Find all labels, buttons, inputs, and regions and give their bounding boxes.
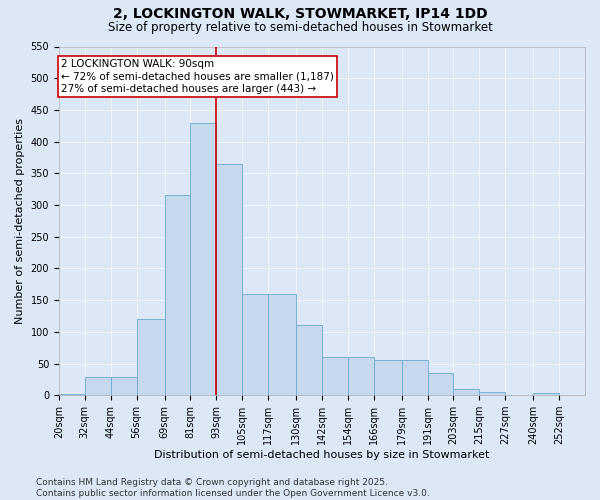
Bar [137, 319, 164, 395]
Bar [59, 394, 85, 395]
Bar [374, 360, 402, 395]
Text: 2, LOCKINGTON WALK, STOWMARKET, IP14 1DD: 2, LOCKINGTON WALK, STOWMARKET, IP14 1DD [113, 8, 487, 22]
Bar [533, 394, 559, 395]
Bar [322, 357, 348, 395]
Bar [85, 378, 110, 395]
Bar [479, 392, 505, 395]
Bar [164, 196, 190, 395]
Bar [348, 357, 374, 395]
Text: Size of property relative to semi-detached houses in Stowmarket: Size of property relative to semi-detach… [107, 21, 493, 34]
Bar [296, 326, 322, 395]
Y-axis label: Number of semi-detached properties: Number of semi-detached properties [15, 118, 25, 324]
Bar [242, 294, 268, 395]
Bar [190, 122, 217, 395]
Bar [402, 360, 428, 395]
Bar [454, 389, 479, 395]
X-axis label: Distribution of semi-detached houses by size in Stowmarket: Distribution of semi-detached houses by … [154, 450, 490, 460]
Text: Contains HM Land Registry data © Crown copyright and database right 2025.
Contai: Contains HM Land Registry data © Crown c… [36, 478, 430, 498]
Text: 2 LOCKINGTON WALK: 90sqm
← 72% of semi-detached houses are smaller (1,187)
27% o: 2 LOCKINGTON WALK: 90sqm ← 72% of semi-d… [61, 59, 334, 94]
Bar [268, 294, 296, 395]
Bar [428, 373, 454, 395]
Bar [110, 378, 137, 395]
Bar [217, 164, 242, 395]
